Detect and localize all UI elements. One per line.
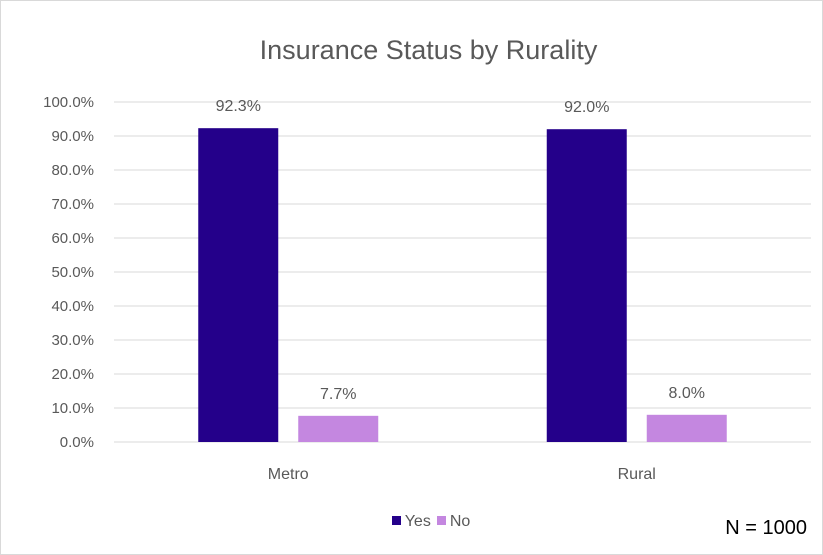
y-tick-label: 20.0%	[51, 366, 94, 383]
legend-label: No	[449, 513, 471, 530]
y-tick-label: 90.0%	[51, 128, 94, 145]
y-tick-label: 50.0%	[51, 264, 94, 281]
bar-yes-metro	[198, 128, 279, 442]
bar-no-rural	[646, 414, 727, 442]
legend-label: Yes	[404, 513, 431, 530]
y-tick-label: 40.0%	[51, 298, 94, 315]
legend-item-yes: Yes	[391, 513, 431, 531]
y-tick-label: 30.0%	[51, 332, 94, 349]
legend: Yes No	[1, 513, 823, 531]
y-tick-label: 10.0%	[51, 400, 94, 417]
y-tick-label: 0.0%	[60, 434, 94, 451]
legend-swatch	[391, 516, 401, 525]
y-tick-label: 60.0%	[51, 230, 94, 247]
bar-yes-rural	[546, 129, 627, 442]
y-tick-label: 100.0%	[43, 94, 94, 111]
chart-title: Insurance Status by Rurality	[259, 35, 598, 65]
sample-size-note: N = 1000	[725, 517, 807, 539]
legend-swatch	[436, 516, 446, 525]
data-label: 8.0%	[669, 385, 705, 402]
legend-item-no: No	[436, 513, 471, 531]
data-label: 92.3%	[216, 98, 261, 115]
y-tick-label: 70.0%	[51, 196, 94, 213]
bar-no-metro	[298, 415, 379, 442]
y-tick-label: 80.0%	[51, 162, 94, 179]
data-label: 92.0%	[564, 99, 609, 116]
x-category-label: Rural	[618, 466, 656, 483]
x-category-label: Metro	[268, 466, 309, 483]
data-label: 7.7%	[320, 386, 356, 403]
